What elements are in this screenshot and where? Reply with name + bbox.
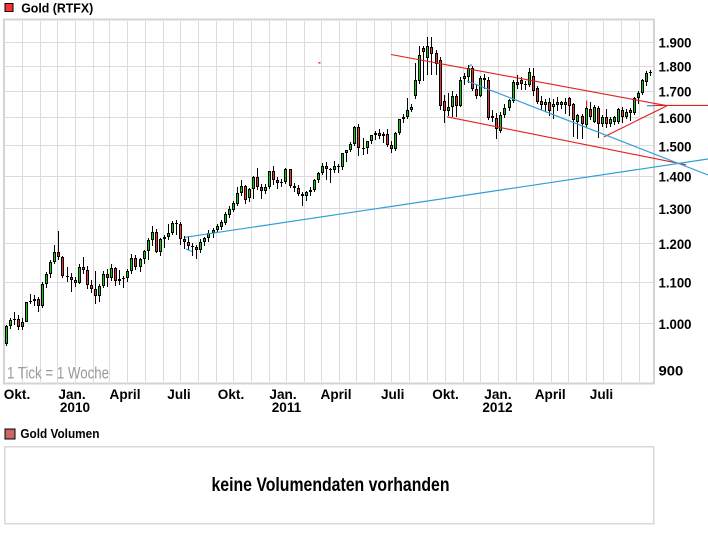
svg-text:Gold Volumen: Gold Volumen — [20, 427, 99, 441]
svg-text:Okt.: Okt. — [4, 387, 30, 402]
svg-text:1.600: 1.600 — [659, 111, 692, 126]
svg-text:keine Volumendaten vorhanden: keine Volumendaten vorhanden — [212, 475, 450, 496]
svg-text:Okt.: Okt. — [218, 387, 244, 402]
svg-text:April: April — [321, 387, 352, 402]
svg-text:April: April — [110, 387, 141, 402]
svg-text:1.200: 1.200 — [659, 237, 692, 252]
svg-text:2010: 2010 — [60, 400, 90, 415]
svg-text:1.100: 1.100 — [659, 275, 692, 290]
svg-text:Jan.: Jan. — [484, 387, 511, 402]
svg-text:1 Tick = 1 Woche: 1 Tick = 1 Woche — [7, 364, 109, 382]
svg-text:1.500: 1.500 — [659, 139, 692, 154]
svg-text:900: 900 — [659, 363, 684, 378]
svg-text:Okt.: Okt. — [432, 387, 458, 402]
svg-text:1.700: 1.700 — [659, 84, 692, 99]
svg-text:Gold (RTFX): Gold (RTFX) — [21, 2, 93, 16]
svg-text:2011: 2011 — [272, 400, 302, 415]
svg-text:Juli: Juli — [590, 387, 613, 402]
svg-text:1.400: 1.400 — [659, 170, 692, 185]
svg-text:Jan.: Jan. — [58, 387, 85, 402]
svg-text:Juli: Juli — [167, 387, 190, 402]
svg-text:April: April — [535, 387, 566, 402]
svg-text:1.900: 1.900 — [659, 36, 692, 51]
svg-text:Juli: Juli — [381, 387, 404, 402]
svg-text:Jan.: Jan. — [269, 387, 296, 402]
svg-text:2012: 2012 — [482, 400, 513, 415]
svg-text:1.800: 1.800 — [659, 59, 692, 74]
svg-text:1.000: 1.000 — [659, 317, 692, 332]
svg-text:1.300: 1.300 — [659, 202, 692, 217]
